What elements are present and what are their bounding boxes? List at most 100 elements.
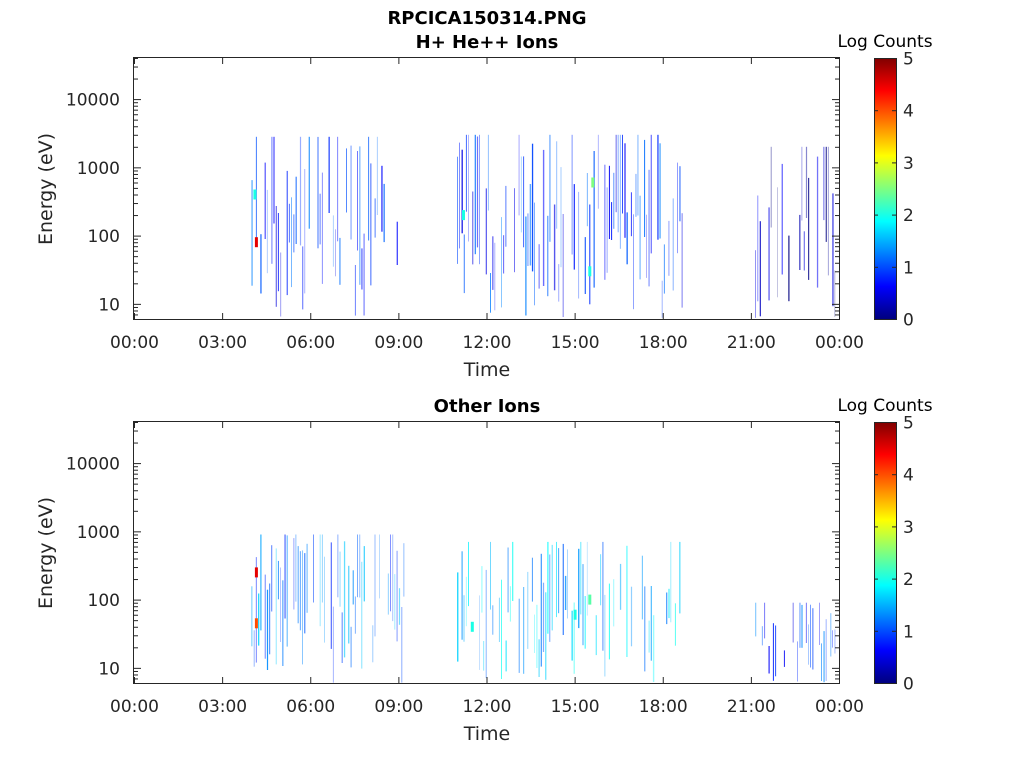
x-tick-label: 00:00 [815, 697, 864, 717]
data-streak [531, 557, 533, 602]
data-streak [332, 606, 334, 683]
data-streak [663, 244, 665, 294]
data-streak [661, 280, 663, 318]
data-streak [775, 625, 777, 677]
data-streak [280, 252, 282, 317]
colorbar: 0 1 2 3 4 5 [874, 50, 914, 331]
data-hotspot [588, 594, 592, 605]
data-streak [810, 604, 811, 668]
data-hotspot [253, 189, 257, 200]
data-streak [264, 574, 266, 659]
x-tick-label: 15:00 [551, 333, 600, 353]
data-streak [485, 569, 487, 679]
data-streak [668, 588, 670, 619]
data-streak [755, 602, 757, 637]
data-streak [630, 586, 633, 647]
x-tick-label: 06:00 [286, 333, 335, 353]
data-streak [295, 176, 297, 244]
data-streak [613, 579, 615, 627]
data-streak [549, 134, 551, 242]
data-streak [363, 546, 365, 602]
data-streak [801, 146, 803, 221]
data-streak [275, 206, 277, 307]
data-streak [459, 142, 460, 249]
data-streak [626, 212, 628, 265]
data-streak [659, 143, 661, 239]
data-streak [666, 592, 668, 625]
colorbar-gradient [874, 422, 896, 683]
data-streak [461, 149, 463, 234]
data-streak [764, 602, 766, 639]
data-streak [571, 610, 573, 661]
data-streak [580, 541, 582, 615]
data-hotspot [254, 618, 258, 629]
data-streak [641, 555, 643, 620]
data-streak [823, 146, 825, 221]
data-streak [319, 193, 321, 245]
data-streak [602, 541, 604, 651]
data-streak [619, 563, 622, 610]
data-streak [604, 594, 606, 677]
data-streak [635, 173, 637, 217]
data-streak [672, 198, 674, 291]
data-streak [490, 541, 491, 610]
data-streak [361, 248, 363, 290]
data-streak [509, 586, 511, 622]
colorbar-tick-label: 5 [903, 414, 914, 434]
data-streak [571, 134, 573, 255]
data-streak [808, 624, 809, 665]
data-streak [337, 534, 339, 598]
data-streak [463, 234, 465, 294]
data-streak [755, 250, 756, 318]
data-streak [604, 164, 606, 280]
data-streak [277, 213, 279, 292]
data-streak [330, 542, 332, 649]
data-streak [337, 136, 339, 242]
y-axis-ticks: 10 100 1000 10000 [66, 422, 839, 684]
data-streak [832, 193, 834, 307]
data-streak [324, 556, 325, 643]
data-streak [321, 172, 323, 284]
data-streak [350, 145, 352, 240]
data-streak [825, 619, 827, 681]
data-streak [476, 136, 479, 248]
colorbar-tick-label: 0 [903, 311, 914, 331]
data-streak [302, 550, 303, 665]
data-streak [801, 604, 803, 648]
data-streak [586, 173, 588, 227]
data-streak [255, 557, 257, 663]
data-streak [266, 589, 269, 670]
data-streak [759, 221, 761, 317]
data-streak [258, 593, 260, 646]
data-streak [797, 641, 798, 682]
data-streak [595, 615, 597, 656]
data-streak [589, 204, 591, 305]
data-streak [498, 597, 500, 642]
data-streak [648, 620, 650, 653]
data-streak [304, 553, 306, 634]
data-streak [321, 534, 323, 603]
data-streak [481, 566, 483, 613]
data-streak [390, 534, 391, 612]
colorbar-tick-label: 3 [903, 154, 914, 174]
data-streak [332, 215, 334, 267]
data-streak [505, 640, 507, 672]
data-streak [799, 214, 801, 270]
data-streak [483, 641, 485, 671]
data-streak [275, 548, 277, 665]
data-streak [547, 215, 549, 297]
data-streak [757, 195, 759, 302]
data-streak [679, 166, 681, 222]
data-streak [593, 151, 595, 288]
data-streak [346, 148, 347, 213]
x-axis-label: Time [463, 359, 511, 381]
data-streak [668, 220, 670, 276]
data-streak [293, 214, 295, 253]
data-streak [328, 136, 330, 213]
data-streak [558, 548, 560, 614]
data-streak [317, 136, 319, 249]
data-hotspot [254, 567, 258, 578]
data-streak [657, 134, 659, 240]
data-streak [646, 214, 647, 278]
x-tick-label: 06:00 [286, 697, 335, 717]
